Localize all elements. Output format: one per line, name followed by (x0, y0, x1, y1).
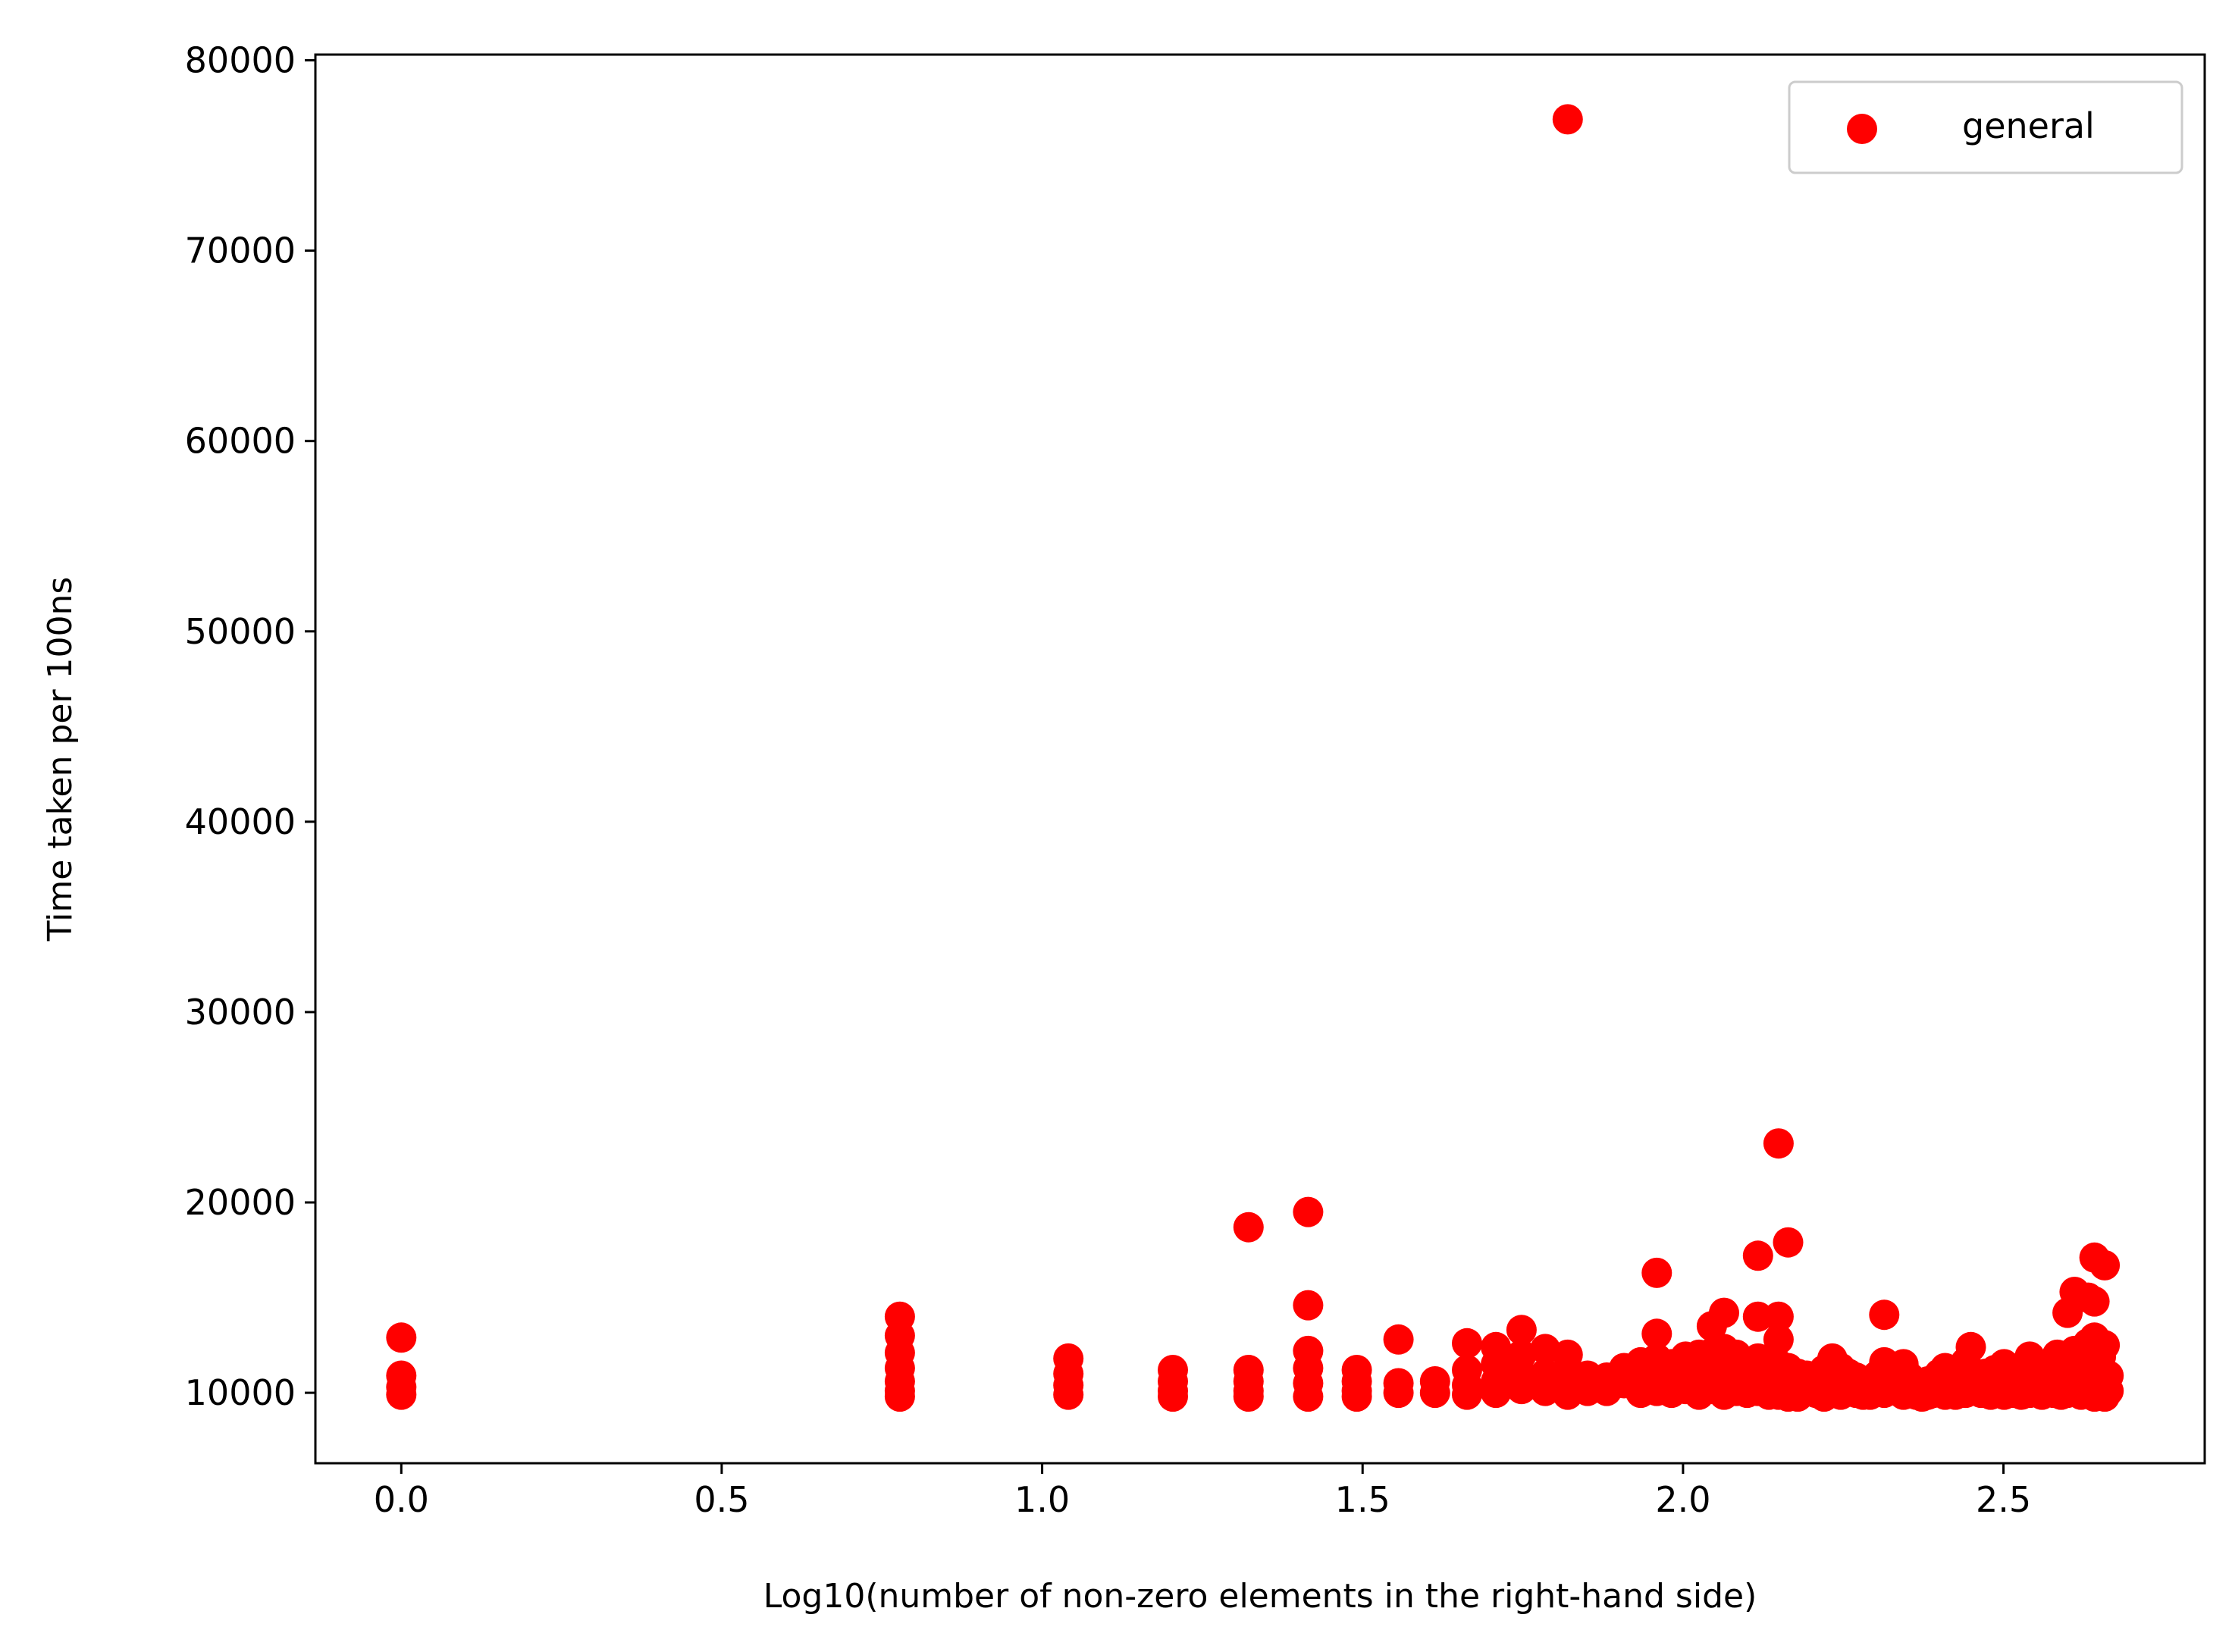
plot-area (315, 55, 2205, 1463)
data-point (1773, 1227, 1804, 1258)
data-point (884, 1381, 915, 1412)
data-point (2089, 1249, 2121, 1281)
x-axis-ticks: 0.0 0.5 1.0 1.5 2.0 2.5 (374, 1463, 2031, 1520)
x-tick-label: 1.5 (1335, 1479, 1390, 1520)
data-point (2089, 1330, 2121, 1361)
data-point (1481, 1378, 1512, 1409)
data-point (1452, 1328, 1482, 1359)
x-tick-label: 0.5 (694, 1479, 749, 1520)
y-tick-label: 60000 (185, 421, 296, 462)
x-tick-label: 2.5 (1976, 1479, 2031, 1520)
data-point (1233, 1212, 1264, 1243)
y-tick-label: 30000 (185, 992, 296, 1033)
data-points (386, 104, 2124, 1412)
data-point (1506, 1315, 1537, 1346)
data-point (1341, 1381, 1372, 1412)
data-point (1233, 1381, 1264, 1412)
data-point (1530, 1375, 1561, 1406)
legend-label-general: general (1962, 105, 2095, 146)
data-point (1506, 1374, 1537, 1405)
data-point (1641, 1257, 1672, 1288)
data-point (1869, 1299, 1900, 1331)
data-point (1552, 104, 1583, 135)
y-axis-ticks: 10000 20000 30000 40000 50000 60000 70000 80000 (185, 40, 315, 1413)
y-axis-label: Time taken per 100ns (41, 577, 80, 942)
y-tick-label: 70000 (185, 230, 296, 271)
legend-box (1788, 80, 2183, 174)
data-point (1763, 1301, 1794, 1332)
x-tick-label: 2.0 (1655, 1479, 1710, 1520)
data-point (1293, 1290, 1324, 1321)
data-point (1293, 1196, 1324, 1227)
data-point (1955, 1331, 1986, 1362)
data-point (1452, 1379, 1482, 1410)
y-tick-label: 10000 (185, 1372, 296, 1413)
data-point (1709, 1297, 1739, 1328)
y-tick-label: 40000 (185, 801, 296, 842)
data-point (1763, 1324, 1794, 1355)
legend-marker (1847, 114, 1877, 144)
data-point (2079, 1286, 2110, 1317)
data-point (1053, 1379, 1084, 1410)
y-tick-label: 80000 (185, 40, 296, 81)
data-point (1763, 1128, 1794, 1159)
data-point (2093, 1375, 2124, 1406)
data-point (1158, 1381, 1188, 1412)
axes-frame (314, 53, 2206, 1465)
legend: general (1788, 80, 2183, 174)
data-point (1742, 1240, 1773, 1271)
y-tick-label: 20000 (185, 1182, 296, 1223)
data-point (1419, 1378, 1450, 1409)
data-point (386, 1379, 417, 1410)
data-point (1383, 1378, 1414, 1409)
x-tick-label: 1.0 (1014, 1479, 1070, 1520)
y-tick-label: 50000 (185, 611, 296, 652)
x-tick-label: 0.0 (374, 1479, 429, 1520)
data-point (1293, 1381, 1324, 1412)
data-point (1641, 1318, 1672, 1349)
data-point (386, 1322, 417, 1353)
x-axis-label: Log10(number of non-zero elements in the… (763, 1577, 1757, 1616)
data-point (1383, 1324, 1414, 1355)
